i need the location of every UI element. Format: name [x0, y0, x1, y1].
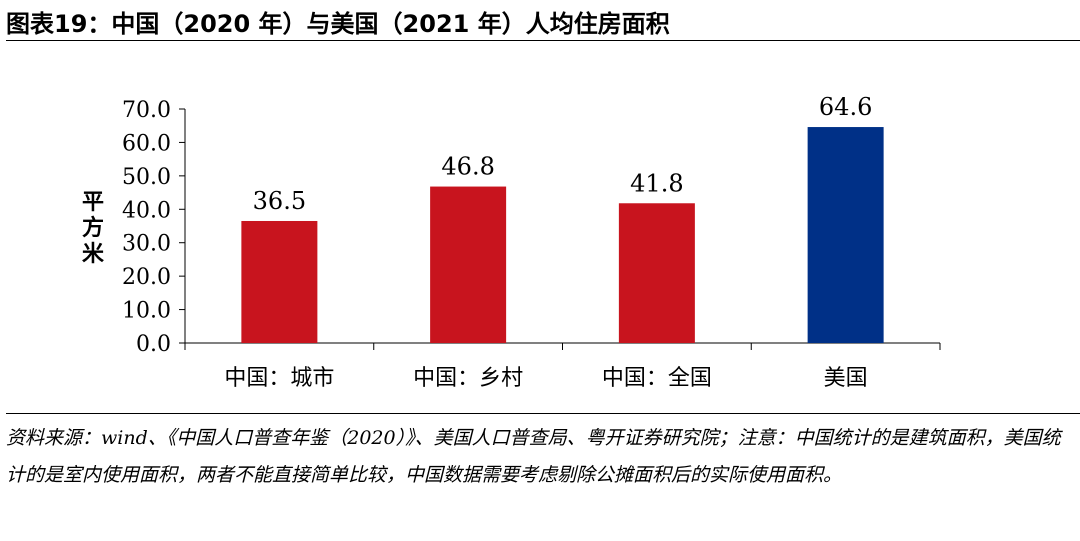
- source-rule: [6, 413, 1080, 414]
- y-tick-label: 10.0: [122, 299, 171, 324]
- data-label: 41.8: [630, 169, 683, 197]
- bar-4: [807, 127, 884, 344]
- y-tick-label: 50.0: [122, 165, 171, 190]
- chart-title: 图表19：中国（2020 年）与美国（2021 年）人均住房面积: [6, 10, 670, 38]
- y-tick-label: 30.0: [122, 232, 171, 257]
- x-category-label: 美国: [824, 366, 868, 391]
- y-axis-label: 平方米: [81, 190, 104, 267]
- y-tick-label: 20.0: [122, 265, 171, 290]
- x-category-label: 中国：城市: [224, 366, 334, 391]
- data-label: 36.5: [253, 187, 306, 215]
- y-tick-label: 70.0: [122, 98, 171, 123]
- title-rule: [6, 40, 1080, 41]
- y-tick-label: 60.0: [122, 131, 171, 156]
- source-note: 资料来源：wind、《中国人口普查年鉴（2020）》、美国人口普查局、粤开证券研…: [6, 427, 1061, 486]
- bar-2: [430, 186, 507, 343]
- bar-3: [618, 203, 695, 343]
- x-category-label: 中国：乡村: [413, 366, 523, 391]
- data-label: 64.6: [819, 93, 872, 121]
- bar-1: [241, 220, 318, 343]
- bar-chart: 0.0 10.0 20.0 30.0 40.0 50.0 60.0 70.0 36.5 中国：城市…: [122, 93, 941, 391]
- x-category-label: 中国：全国: [602, 366, 712, 391]
- data-label: 46.8: [441, 153, 494, 181]
- y-tick-label: 0.0: [136, 332, 171, 357]
- y-tick-label: 40.0: [122, 198, 171, 223]
